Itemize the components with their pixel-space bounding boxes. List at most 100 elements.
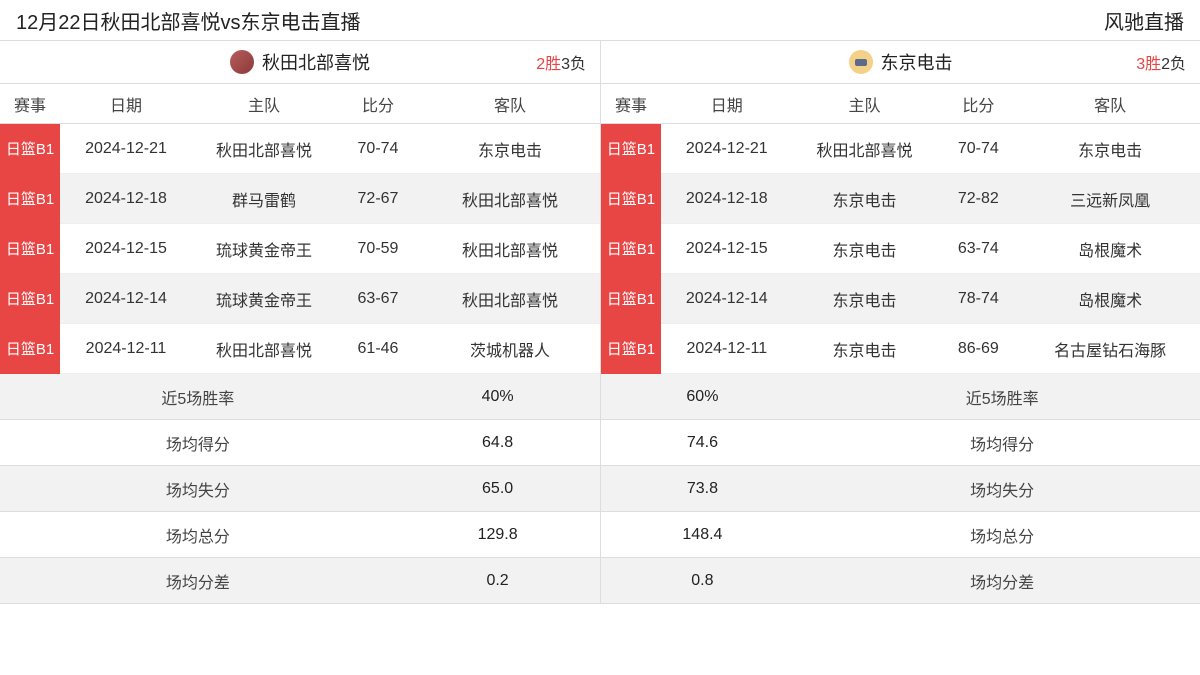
losses-label: 2负 [1161, 56, 1186, 73]
match-row[interactable]: 日篮B12024-12-15琉球黄金帝王70-59秋田北部喜悦 [0, 224, 600, 274]
stats-label: 场均分差 [804, 569, 1200, 593]
col-header-away: 客队 [1020, 92, 1200, 116]
league-cell: 日篮B1 [601, 274, 661, 324]
brand-label: 风驰直播 [1104, 6, 1184, 35]
match-row[interactable]: 日篮B12024-12-18群马雷鹤72-67秋田北部喜悦 [0, 174, 600, 224]
home-cell: 秋田北部喜悦 [192, 337, 336, 361]
home-cell: 东京电击 [793, 287, 937, 311]
score-cell: 78-74 [936, 290, 1020, 308]
home-cell: 秋田北部喜悦 [192, 137, 336, 161]
away-cell: 东京电击 [420, 137, 600, 161]
date-cell: 2024-12-18 [60, 190, 192, 208]
table-header-left: 赛事 日期 主队 比分 客队 [0, 84, 600, 124]
score-cell: 70-59 [336, 240, 420, 258]
stats-label: 近5场胜率 [804, 385, 1200, 409]
away-cell: 三远新凤凰 [1020, 187, 1200, 211]
date-cell: 2024-12-14 [661, 290, 793, 308]
league-cell: 日篮B1 [601, 124, 661, 174]
stats-row: 场均得分64.874.6场均得分 [0, 420, 1200, 466]
home-cell: 群马雷鹤 [192, 187, 336, 211]
date-cell: 2024-12-18 [661, 190, 793, 208]
home-cell: 东京电击 [793, 187, 937, 211]
stats-value-right: 74.6 [601, 434, 805, 452]
stats-value-left: 40% [396, 388, 600, 406]
date-cell: 2024-12-14 [60, 290, 192, 308]
league-badge: 日篮B1 [0, 274, 60, 324]
col-header-date: 日期 [60, 92, 192, 116]
comparison-container: 秋田北部喜悦 2胜3负 赛事 日期 主队 比分 客队 日篮B12024-12-2… [0, 40, 1200, 374]
away-cell: 岛根魔术 [1020, 287, 1200, 311]
stats-value-left: 129.8 [396, 526, 600, 544]
away-cell: 秋田北部喜悦 [420, 187, 600, 211]
col-header-date: 日期 [661, 92, 793, 116]
score-cell: 63-67 [336, 290, 420, 308]
team-header-right: 东京电击 3胜2负 [601, 40, 1200, 84]
stats-label: 近5场胜率 [0, 385, 396, 409]
stats-value-left: 64.8 [396, 434, 600, 452]
league-cell: 日篮B1 [0, 124, 60, 174]
match-row[interactable]: 日篮B12024-12-11秋田北部喜悦61-46茨城机器人 [0, 324, 600, 374]
home-cell: 琉球黄金帝王 [192, 237, 336, 261]
stats-row: 场均失分65.073.8场均失分 [0, 466, 1200, 512]
league-badge: 日篮B1 [601, 324, 661, 374]
match-row[interactable]: 日篮B12024-12-18东京电击72-82三远新凤凰 [601, 174, 1200, 224]
league-cell: 日篮B1 [0, 324, 60, 374]
stats-row: 场均分差0.20.8场均分差 [0, 558, 1200, 604]
score-cell: 61-46 [336, 340, 420, 358]
team-logo-icon [849, 50, 873, 74]
team-name: 秋田北部喜悦 [262, 49, 370, 75]
match-row[interactable]: 日篮B12024-12-15东京电击63-74岛根魔术 [601, 224, 1200, 274]
league-badge: 日篮B1 [0, 324, 60, 374]
match-row[interactable]: 日篮B12024-12-21秋田北部喜悦70-74东京电击 [601, 124, 1200, 174]
stats-value-right: 73.8 [601, 480, 805, 498]
home-cell: 秋田北部喜悦 [793, 137, 937, 161]
wins-label: 3胜 [1136, 56, 1161, 73]
date-cell: 2024-12-21 [661, 140, 793, 158]
league-badge: 日篮B1 [601, 274, 661, 324]
stats-value-left: 65.0 [396, 480, 600, 498]
col-header-league: 赛事 [601, 92, 661, 116]
page-header: 12月22日秋田北部喜悦vs东京电击直播 风驰直播 [0, 0, 1200, 40]
stats-value-right: 0.8 [601, 572, 805, 590]
match-row[interactable]: 日篮B12024-12-11东京电击86-69名古屋钻石海豚 [601, 324, 1200, 374]
league-badge: 日篮B1 [601, 224, 661, 274]
date-cell: 2024-12-15 [661, 240, 793, 258]
stats-row: 场均总分129.8148.4场均总分 [0, 512, 1200, 558]
league-cell: 日篮B1 [601, 224, 661, 274]
away-cell: 岛根魔术 [1020, 237, 1200, 261]
league-badge: 日篮B1 [601, 174, 661, 224]
away-cell: 茨城机器人 [420, 337, 600, 361]
team-record: 3胜2负 [1136, 50, 1186, 74]
league-cell: 日篮B1 [0, 274, 60, 324]
league-cell: 日篮B1 [601, 174, 661, 224]
col-header-league: 赛事 [0, 92, 60, 116]
league-badge: 日篮B1 [0, 124, 60, 174]
losses-label: 3负 [561, 56, 586, 73]
col-header-score: 比分 [336, 92, 420, 116]
team-header-left: 秋田北部喜悦 2胜3负 [0, 40, 600, 84]
score-cell: 70-74 [936, 140, 1020, 158]
right-panel: 东京电击 3胜2负 赛事 日期 主队 比分 客队 日篮B12024-12-21秋… [600, 40, 1200, 374]
team-logo-icon [230, 50, 254, 74]
score-cell: 86-69 [936, 340, 1020, 358]
away-cell: 东京电击 [1020, 137, 1200, 161]
match-list-left: 日篮B12024-12-21秋田北部喜悦70-74东京电击日篮B12024-12… [0, 124, 600, 374]
col-header-home: 主队 [192, 92, 336, 116]
col-header-score: 比分 [936, 92, 1020, 116]
stats-label: 场均总分 [804, 523, 1200, 547]
away-cell: 名古屋钻石海豚 [1020, 337, 1200, 361]
left-panel: 秋田北部喜悦 2胜3负 赛事 日期 主队 比分 客队 日篮B12024-12-2… [0, 40, 600, 374]
stats-value-right: 60% [601, 388, 805, 406]
match-row[interactable]: 日篮B12024-12-14东京电击78-74岛根魔术 [601, 274, 1200, 324]
team-name: 东京电击 [881, 49, 953, 75]
table-header-right: 赛事 日期 主队 比分 客队 [601, 84, 1200, 124]
match-row[interactable]: 日篮B12024-12-14琉球黄金帝王63-67秋田北部喜悦 [0, 274, 600, 324]
league-badge: 日篮B1 [601, 124, 661, 174]
stats-label: 场均得分 [0, 431, 396, 455]
date-cell: 2024-12-11 [60, 340, 192, 358]
stats-label: 场均得分 [804, 431, 1200, 455]
league-cell: 日篮B1 [601, 324, 661, 374]
match-row[interactable]: 日篮B12024-12-21秋田北部喜悦70-74东京电击 [0, 124, 600, 174]
page-title: 12月22日秋田北部喜悦vs东京电击直播 [16, 6, 361, 35]
date-cell: 2024-12-15 [60, 240, 192, 258]
